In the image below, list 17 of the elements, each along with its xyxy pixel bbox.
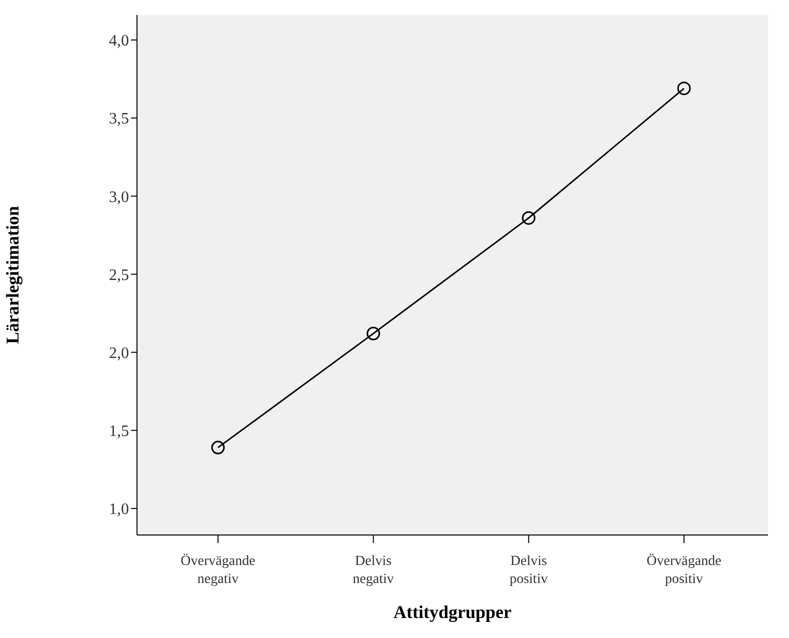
y-tick-label: 2,5 (109, 266, 129, 284)
x-tick-label: Övervägande positiv (646, 553, 722, 587)
point (522, 211, 536, 225)
y-tick-label: 2,0 (109, 344, 129, 362)
x-tick-label: Delvis negativ (352, 554, 394, 587)
x-tick-label: Delvis positiv (510, 554, 548, 587)
y-tick-label: 1,0 (109, 501, 129, 518)
x-tick-label: Övervägande negativ (180, 553, 256, 587)
x-axis-title: Attitydgrupper (394, 602, 512, 622)
y-axis-title: Lärarlegitimation (2, 206, 22, 344)
y-tick-label: 4,0 (109, 32, 129, 50)
point (677, 82, 691, 96)
point (211, 440, 225, 454)
y-tick-label: 1,5 (109, 423, 129, 440)
y-tick-label: 3,5 (109, 110, 129, 128)
point (366, 326, 380, 340)
y-tick-label: 3,0 (109, 188, 129, 206)
